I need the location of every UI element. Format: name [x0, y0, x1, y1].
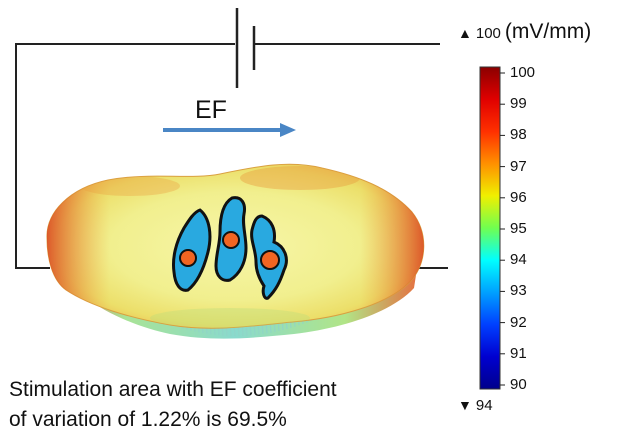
colorbar-tick-label: 100: [510, 64, 536, 81]
cell: [214, 196, 248, 282]
ef-arrow: [163, 123, 296, 137]
cell-nucleus: [179, 249, 197, 267]
colorbar-min-marker: ▼ 94: [458, 398, 493, 413]
colorbar-tick-label: 90: [510, 376, 527, 393]
caption-line-2: of variation of 1.22% is 69.5%: [9, 408, 287, 431]
caption: Stimulation area with EF coefficient of …: [9, 375, 449, 435]
colorbar-tick-label: 99: [510, 95, 527, 113]
colorbar-tick-label: 98: [510, 126, 527, 144]
colorbar-ticks: [500, 72, 505, 386]
down-triangle-icon: ▼: [458, 397, 472, 413]
caption-line-1: Stimulation area with EF coefficient: [9, 378, 337, 401]
cell: [172, 208, 212, 292]
colorbar: [479, 66, 501, 390]
colorbar-tick-label: 97: [510, 157, 527, 175]
ef-label: EF: [195, 96, 227, 124]
colorbar-tick-label: 96: [510, 188, 527, 206]
up-triangle-icon: ▲: [458, 25, 472, 41]
colorbar-tick-label: 94: [510, 251, 527, 269]
colorbar-tick-label: 91: [510, 344, 527, 362]
battery-symbol: [235, 8, 256, 88]
colorbar-max-marker: ▲ 100 (mV/mm): [458, 21, 591, 42]
colorbar-max-value: 100: [475, 25, 501, 42]
colorbar-tick-label: 92: [510, 313, 527, 331]
colorbar-tick-label: 93: [510, 282, 527, 300]
cell-nucleus: [260, 250, 280, 270]
surface-rim: [52, 258, 418, 339]
colorbar-tick-label: 95: [510, 220, 527, 237]
cell-nucleus: [222, 231, 240, 249]
circuit-wire: [15, 43, 448, 269]
cell: [250, 214, 288, 300]
field-unit: (mV/mm): [504, 20, 592, 43]
colorbar-min-value: 94: [475, 397, 493, 414]
